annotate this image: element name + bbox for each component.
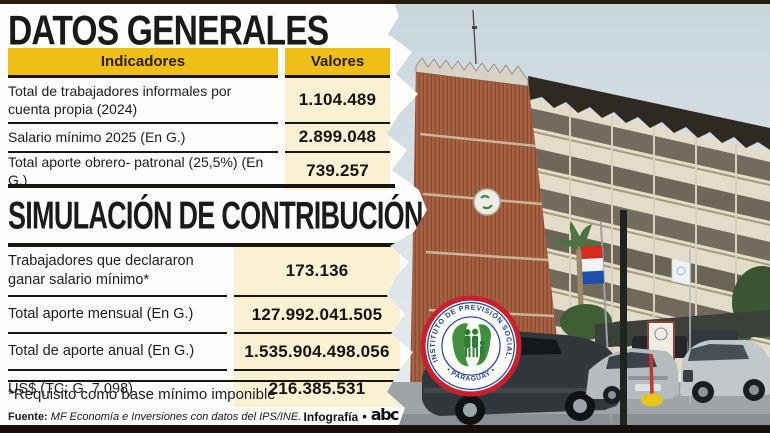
header-gap — [278, 48, 285, 78]
ips-seal-graphic: INSTITUTO DE PREVISIÓN SOCIAL. • PARAGUA… — [420, 295, 522, 397]
section2-title: SIMULACIÓN DE CONTRIBUCIÓN — [8, 193, 423, 237]
column-gap — [278, 124, 285, 152]
ips-building-photo — [380, 4, 770, 425]
roof-band — [528, 76, 770, 150]
simulacion-table: Trabajadores que declararon ganar salari… — [8, 243, 400, 407]
table-bottom-rule — [8, 380, 400, 382]
credit-line: Infografía • abc — [303, 405, 400, 425]
column-header-indicadores: Indicadores — [8, 48, 278, 78]
footnote: *Requisito como base mínimo imponible — [8, 386, 276, 403]
silver-sedan — [586, 348, 679, 404]
table-row-value: 127.992.041.505 — [234, 297, 400, 334]
abc-color-logo: abc — [370, 405, 400, 425]
table-row-label: Total de aporte anual (En G.) — [8, 334, 227, 371]
bottom-frame-bar — [0, 425, 770, 433]
ips-seal: INSTITUTO DE PREVISIÓN SOCIAL. • PARAGUA… — [420, 295, 522, 397]
infographic-panel: DATOS GENERALES Indicadores Valores Tota… — [8, 7, 424, 425]
seal-center-art — [452, 323, 492, 367]
source-line: Fuente: MF Economía e Inversiones con da… — [8, 411, 301, 423]
column-gap — [278, 78, 285, 124]
photo-scene — [380, 4, 770, 425]
table-row-value: 2.899.048 — [285, 124, 390, 153]
footer: Fuente: MF Economía e Inversiones con da… — [8, 405, 400, 425]
table-row-label: Total de trabajadores informales por cue… — [8, 78, 278, 125]
column-gap — [227, 247, 234, 297]
bollard — [641, 353, 663, 407]
table-row-value: 1.535.904.498.056 — [234, 334, 400, 371]
antenna — [472, 9, 477, 65]
source-label: Fuente: — [8, 410, 48, 423]
source-text: MF Economía e Inversiones con datos del … — [50, 410, 302, 423]
tower-clock-emblem — [473, 188, 501, 216]
table-row-value: 739.257 — [285, 152, 390, 190]
table-row-label: Trabajadores que declararon ganar salari… — [8, 247, 227, 297]
table-row-value: 216.385.531 — [234, 371, 400, 407]
column-header-valores: Valores — [285, 48, 390, 78]
table-row-label: Salario mínimo 2025 (En G.) — [8, 124, 278, 153]
datos-generales-table: Indicadores Valores Total de trabajadore… — [8, 48, 390, 190]
credit-label: Infografía — [303, 409, 359, 424]
column-gap — [227, 334, 234, 371]
table-row-value: 173.136 — [234, 247, 400, 297]
light-pole — [620, 210, 627, 425]
silver-suv — [680, 340, 770, 403]
credit-bullet: • — [362, 409, 367, 424]
column-gap — [227, 297, 234, 334]
top-frame-bar — [0, 0, 770, 4]
table-row-value: 1.104.489 — [285, 78, 390, 125]
section-divider — [8, 184, 395, 188]
section1-title: DATOS GENERALES — [8, 7, 329, 55]
table-row-label: Total aporte mensual (En G.) — [8, 297, 227, 334]
table-row-label: US$ (TC: G. 7.098) — [8, 380, 133, 397]
